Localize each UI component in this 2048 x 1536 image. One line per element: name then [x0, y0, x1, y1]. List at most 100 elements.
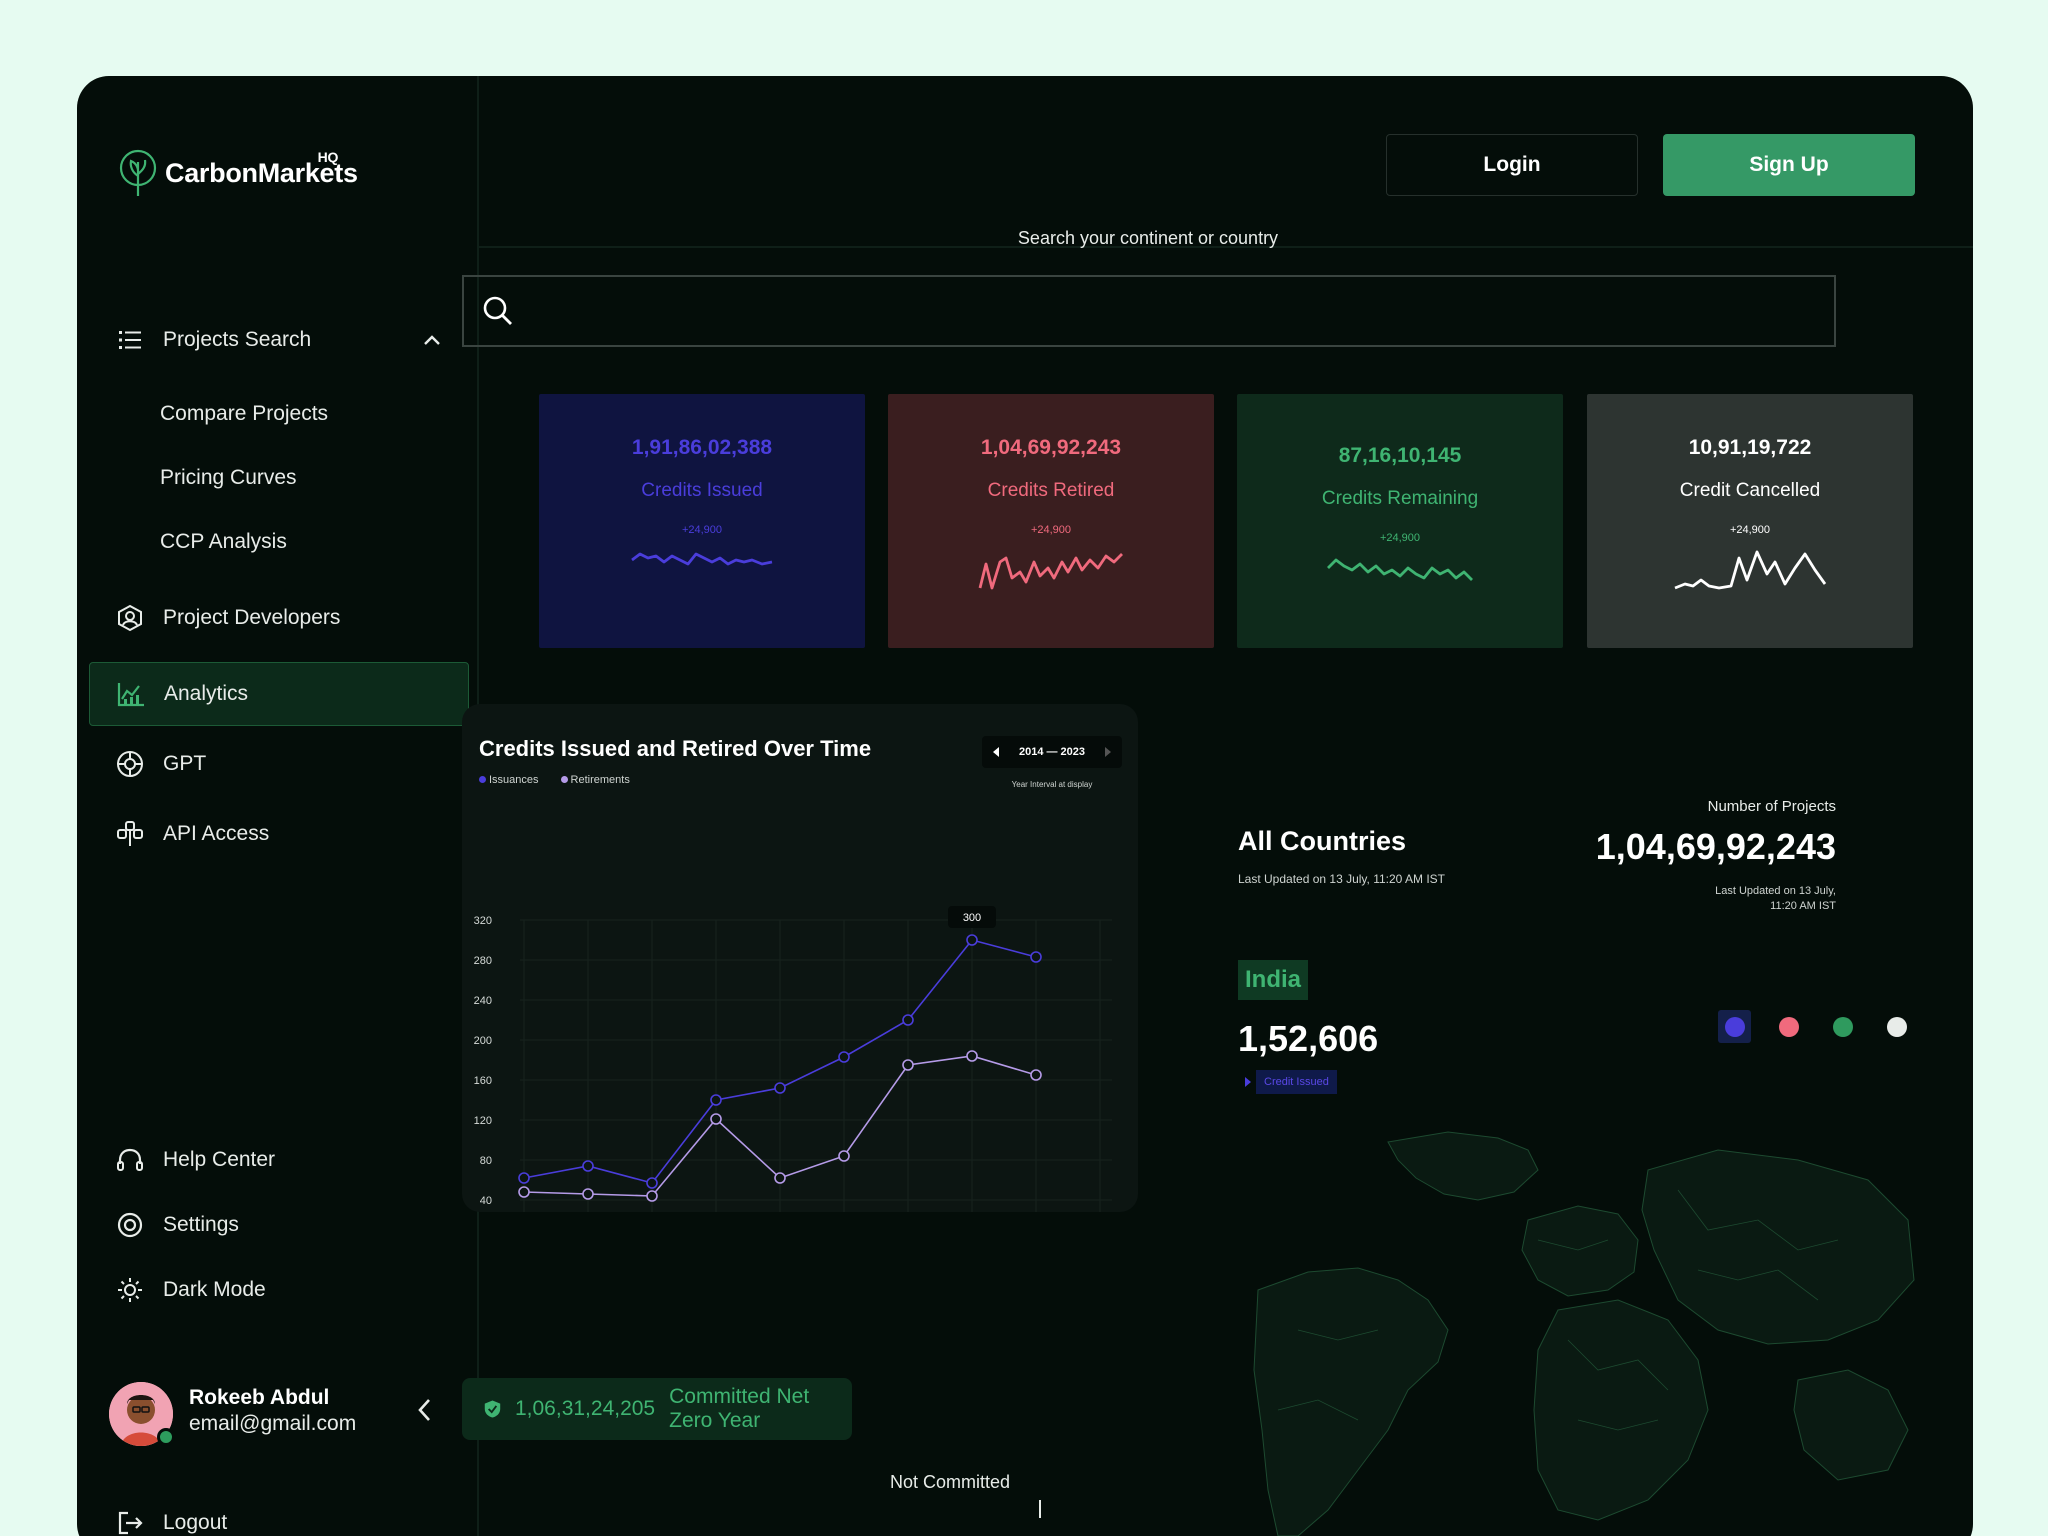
swatch-remaining[interactable]: [1826, 1010, 1859, 1043]
data-point: [902, 1014, 914, 1026]
shield-check-icon: [484, 1400, 501, 1418]
stat-value: 1,91,86,02,388: [631, 436, 773, 459]
nav-logout[interactable]: Logout: [89, 1491, 469, 1536]
not-committed-label: Not Committed: [890, 1472, 1011, 1492]
api-icon: [105, 820, 155, 848]
y-tick-label: 120: [474, 1115, 492, 1127]
sidebar: CarbonMarketsHQ Projects Search Compare …: [77, 76, 479, 1536]
y-tick-label: 200: [474, 1035, 492, 1047]
sparkline-path: [1327, 558, 1473, 581]
data-point: [646, 1190, 658, 1202]
data-point: [1030, 951, 1042, 963]
swatch-retired[interactable]: [1772, 1010, 1805, 1043]
year-range-selector[interactable]: 2014 — 2023: [982, 736, 1122, 768]
nav-api-access[interactable]: API Access: [89, 802, 469, 866]
nav-project-developers[interactable]: Project Developers: [89, 586, 469, 650]
sparkline: [978, 553, 1123, 590]
nav-analytics[interactable]: Analytics: [89, 662, 469, 726]
net-zero-value: 1,06,31,24,205: [514, 1397, 656, 1420]
sparkline-path: [1674, 550, 1827, 590]
projects-count-value: 1,04,69,92,243: [1595, 826, 1836, 867]
tooltip-value: 300: [963, 912, 981, 924]
nav-projects-search[interactable]: Projects Search: [89, 308, 469, 372]
data-point: [838, 1051, 850, 1063]
y-tick-label: 80: [480, 1155, 492, 1167]
stat-value: 1,04,69,92,243: [980, 436, 1122, 459]
stat-card-credits-retired[interactable]: 1,04,69,92,243 Credits Retired +24,900: [888, 394, 1214, 648]
stat-value: 87,16,10,145: [1338, 444, 1462, 467]
avatar: [109, 1382, 173, 1446]
nav-label: Logout: [163, 1511, 228, 1534]
nav-label: Project Developers: [163, 606, 341, 629]
net-zero-banner[interactable]: 1,06,31,24,205 Committed Net Zero Year: [462, 1378, 852, 1440]
signup-button[interactable]: Sign Up: [1663, 134, 1915, 196]
chevron-up-icon[interactable]: [423, 334, 441, 346]
gpt-icon: [105, 750, 155, 778]
y-tick-label: 40: [480, 1195, 492, 1207]
swatch-issued[interactable]: [1718, 1010, 1751, 1043]
net-zero-label: Committed Net Zero Year: [669, 1385, 810, 1432]
chevron-left-icon[interactable]: [417, 1398, 431, 1422]
sparkline: [631, 552, 773, 566]
nav-label: GPT: [163, 752, 207, 775]
user-email: email@gmail.com: [189, 1412, 357, 1435]
developer-hex-icon: [105, 604, 155, 632]
selected-country-badge: India: [1238, 960, 1309, 1000]
nav-dark-mode[interactable]: Dark Mode: [89, 1258, 469, 1322]
credit-issued-badge[interactable]: Credit Issued: [1256, 1070, 1337, 1094]
data-point: [518, 1172, 530, 1184]
logout-icon: [105, 1509, 155, 1536]
stat-card-credits-issued[interactable]: 1,91,86,02,388 Credits Issued +24,900: [539, 394, 865, 648]
user-name: Rokeeb Abdul: [189, 1386, 330, 1409]
world-map[interactable]: [1238, 1130, 1918, 1536]
data-point: [774, 1172, 786, 1184]
credits-chart-card: Credits Issued and Retired Over Time Iss…: [462, 704, 1138, 1212]
nav-label: Analytics: [164, 682, 249, 705]
stat-delta: +24,900: [1379, 532, 1421, 544]
nav-ccp-analysis[interactable]: CCP Analysis: [160, 530, 287, 553]
gear-icon: [105, 1211, 155, 1239]
all-countries-updated: Last Updated on 13 July, 11:20 AM IST: [1238, 872, 1446, 886]
projects-count-label: Number of Projects: [1707, 798, 1836, 815]
caret-right-icon: [1245, 1077, 1251, 1087]
data-point: [518, 1186, 530, 1198]
swatch-cancelled[interactable]: [1880, 1010, 1913, 1043]
line-chart: 0408012016020024028032020142015201620172…: [474, 906, 1112, 1212]
stat-card-credit-cancelled[interactable]: 10,91,19,722 Credit Cancelled +24,900: [1587, 394, 1913, 648]
data-point: [774, 1082, 786, 1094]
leaf-logo-icon: [119, 149, 157, 196]
data-point: [710, 1113, 722, 1125]
stat-card-credits-remaining[interactable]: 87,16,10,145 Credits Remaining +24,900: [1237, 394, 1563, 648]
search-input[interactable]: [462, 275, 1836, 347]
legend-issuances: Issuances: [479, 774, 539, 786]
nav-label: Projects Search: [163, 328, 312, 351]
analytics-chart-icon: [106, 681, 156, 707]
data-point: [1030, 1069, 1042, 1081]
login-button[interactable]: Login: [1386, 134, 1638, 196]
headset-icon: [105, 1146, 155, 1174]
stat-delta: +24,900: [1729, 524, 1771, 536]
data-point: [710, 1094, 722, 1106]
search-label: Search your continent or country: [1017, 228, 1279, 248]
chart-title: Credits Issued and Retired Over Time: [479, 736, 872, 761]
nav-settings[interactable]: Settings: [89, 1193, 469, 1257]
nav-help-center[interactable]: Help Center: [89, 1128, 469, 1192]
top-header: Login Sign Up: [479, 76, 1973, 248]
caret-right-icon[interactable]: [1104, 746, 1112, 758]
y-tick-label: 160: [474, 1075, 492, 1087]
nav-compare-projects[interactable]: Compare Projects: [160, 402, 329, 425]
projects-count-updated: Last Updated on 13 July, 11:20 AM IST: [1715, 885, 1836, 912]
year-interval-note: Year Interval at display: [1011, 780, 1093, 789]
list-icon: [105, 330, 155, 350]
stat-label: Credits Issued: [641, 480, 763, 501]
caret-left-icon[interactable]: [992, 746, 1000, 758]
nav-pricing-curves[interactable]: Pricing Curves: [160, 466, 297, 489]
data-point: [582, 1160, 594, 1172]
user-profile[interactable]: Rokeeb Abdul email@gmail.com: [109, 1382, 449, 1452]
data-point: [966, 1050, 978, 1062]
sun-icon: [105, 1276, 155, 1304]
data-point: [838, 1150, 850, 1162]
nav-gpt[interactable]: GPT: [89, 732, 469, 796]
brand-name: CarbonMarketsHQ: [165, 148, 358, 188]
brand-logo[interactable]: CarbonMarketsHQ: [117, 148, 378, 198]
